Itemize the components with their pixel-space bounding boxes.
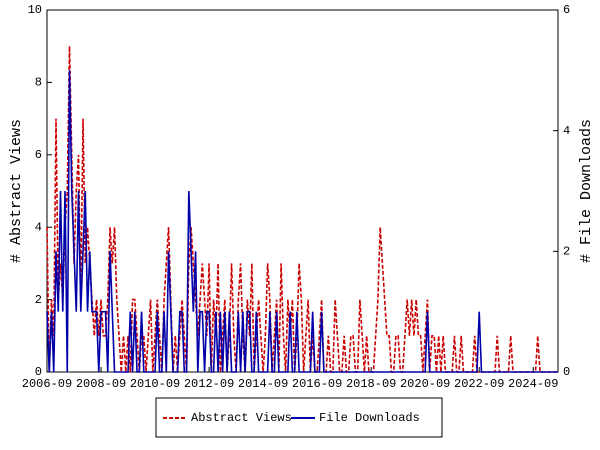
legend-label: Abstract Views xyxy=(191,411,292,425)
legend xyxy=(155,397,443,438)
series-line xyxy=(46,46,558,373)
x-tick-label: 2012-09 xyxy=(184,377,234,391)
x-tick-label: 2018-09 xyxy=(346,377,396,391)
legend-label: File Downloads xyxy=(319,411,420,425)
y2-tick-label: 6 xyxy=(563,3,570,17)
x-tick-label: 2022-09 xyxy=(454,377,504,391)
y-tick-label: 10 xyxy=(28,3,42,17)
y2-tick-label: 0 xyxy=(563,365,570,379)
x-tick-label: 2014-09 xyxy=(238,377,288,391)
y-tick-label: 2 xyxy=(35,293,42,307)
y2-tick-label: 4 xyxy=(563,124,570,138)
y2-axis-label: # File Downloads xyxy=(578,119,595,263)
series-line xyxy=(46,70,558,373)
y-tick-label: 0 xyxy=(35,365,42,379)
x-tick-label: 2006-09 xyxy=(22,377,72,391)
x-tick-label: 2016-09 xyxy=(292,377,342,391)
x-tick-label: 2024-09 xyxy=(508,377,558,391)
y-axis-label: # Abstract Views xyxy=(8,119,25,263)
y-tick-label: 8 xyxy=(35,76,42,90)
x-tick-label: 2020-09 xyxy=(400,377,450,391)
x-tick-label: 2008-09 xyxy=(76,377,126,391)
x-tick-label: 2010-09 xyxy=(130,377,180,391)
y2-tick-label: 2 xyxy=(563,245,570,259)
y-tick-label: 4 xyxy=(35,220,42,234)
y-tick-label: 6 xyxy=(35,148,42,162)
